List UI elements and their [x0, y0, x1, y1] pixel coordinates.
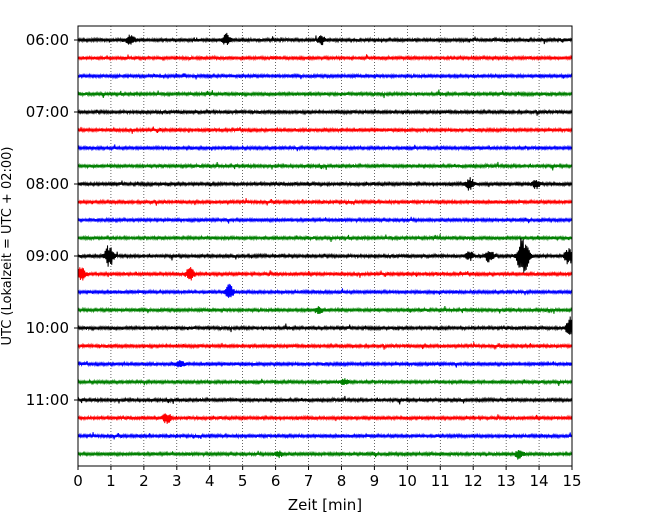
trace-0815	[77, 198, 573, 206]
y-tick-label-5: 11:00	[26, 391, 69, 409]
x-tick-label-7: 7	[304, 472, 314, 490]
x-tick-label-10: 10	[398, 472, 417, 490]
x-tick-label-5: 5	[238, 472, 248, 490]
y-tick-label-0: 06:00	[26, 31, 69, 49]
trace-0845	[77, 234, 573, 242]
trace-1130	[77, 432, 573, 440]
x-tick-label-11: 11	[431, 472, 450, 490]
y-tick-label-3: 09:00	[26, 247, 69, 265]
x-tick-label-9: 9	[370, 472, 380, 490]
y-axis-label: UTC (Lokalzeit = UTC + 02:00)	[0, 147, 15, 346]
trace-0645	[77, 89, 573, 99]
x-axis-label: Zeit [min]	[288, 496, 362, 514]
trace-1115	[77, 413, 573, 424]
trace-0730	[77, 144, 573, 152]
trace-0900	[77, 238, 573, 274]
trace-0715	[77, 126, 573, 134]
vertical-grid	[110, 26, 540, 466]
x-tick-label-2: 2	[139, 472, 149, 490]
trace-1145	[77, 450, 573, 460]
trace-1100	[77, 395, 573, 405]
trace-0800	[77, 177, 573, 191]
x-tick-label-1: 1	[106, 472, 116, 490]
x-tick-label-14: 14	[530, 472, 549, 490]
x-tick-label-12: 12	[464, 472, 483, 490]
trace-1030	[77, 359, 573, 368]
x-tick-label-8: 8	[337, 472, 347, 490]
trace-0630	[77, 72, 573, 80]
trace-0945	[77, 306, 573, 314]
trace-0700	[77, 108, 573, 116]
plot-frame	[77, 25, 573, 467]
y-tick-label-2: 08:00	[26, 175, 69, 193]
y-tick-label-1: 07:00	[26, 103, 69, 121]
y-tick-label-4: 10:00	[26, 319, 69, 337]
y-axis-ticks: 06:00 07:00 08:00 09:00 10:00 11:00	[26, 31, 78, 409]
trace-0615	[77, 54, 573, 62]
trace-0600	[77, 32, 573, 46]
x-tick-label-6: 6	[271, 472, 281, 490]
trace-0930	[77, 283, 573, 298]
trace-1015	[77, 342, 573, 350]
x-tick-label-3: 3	[172, 472, 182, 490]
trace-group	[77, 32, 573, 460]
trace-1000	[77, 316, 573, 335]
x-tick-label-0: 0	[73, 472, 83, 490]
x-axis-ticks: 0 1 2 3 4 5 6 7 8 9 10 11 12 13 14 15	[73, 466, 582, 490]
x-tick-label-15: 15	[562, 472, 581, 490]
x-tick-label-4: 4	[205, 472, 215, 490]
trace-0830	[77, 216, 573, 224]
x-tick-label-13: 13	[497, 472, 516, 490]
trace-1045	[77, 378, 573, 386]
trace-0915	[77, 267, 573, 281]
trace-0745	[77, 161, 573, 171]
